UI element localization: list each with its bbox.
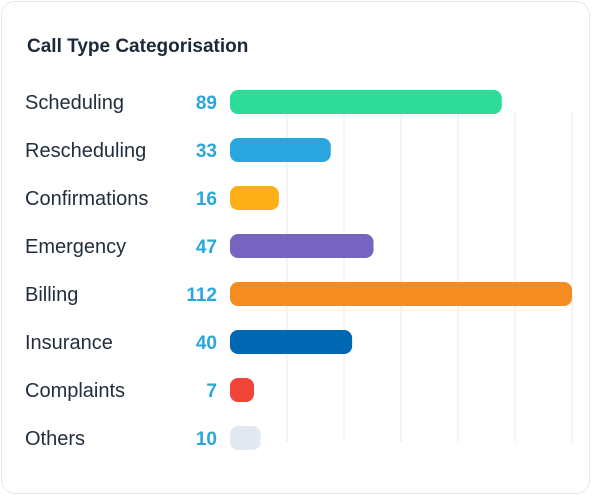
category-label-rescheduling: Rescheduling xyxy=(25,140,146,162)
category-label-others: Others xyxy=(25,428,85,450)
bar-insurance xyxy=(230,330,353,354)
bar-confirmations xyxy=(230,186,279,210)
value-label-confirmations: 16 xyxy=(196,189,217,210)
category-label-billing: Billing xyxy=(25,284,78,306)
category-label-complaints: Complaints xyxy=(25,380,125,402)
bar-others xyxy=(230,426,261,450)
value-label-scheduling: 89 xyxy=(196,93,217,114)
value-label-insurance: 40 xyxy=(196,333,217,354)
category-label-scheduling: Scheduling xyxy=(25,92,124,114)
value-label-rescheduling: 33 xyxy=(196,141,217,162)
bar-billing xyxy=(230,282,572,306)
chart-title: Call Type Categorisation xyxy=(27,36,249,57)
bar-emergency xyxy=(230,234,374,258)
gridlines xyxy=(286,112,573,442)
category-label-emergency: Emergency xyxy=(25,236,126,258)
category-labels: Scheduling Rescheduling Confirmations Emerg… xyxy=(25,92,148,450)
bars xyxy=(230,90,572,450)
value-label-emergency: 47 xyxy=(196,237,217,258)
category-label-insurance: Insurance xyxy=(25,332,113,354)
bar-rescheduling xyxy=(230,138,331,162)
value-labels: 89 33 16 47 112 40 7 10 xyxy=(186,93,217,450)
value-label-others: 10 xyxy=(196,429,217,450)
category-label-confirmations: Confirmations xyxy=(25,188,148,210)
value-label-complaints: 7 xyxy=(206,381,217,402)
bar-scheduling xyxy=(230,90,502,114)
bar-complaints xyxy=(230,378,254,402)
value-label-billing: 112 xyxy=(186,285,217,306)
